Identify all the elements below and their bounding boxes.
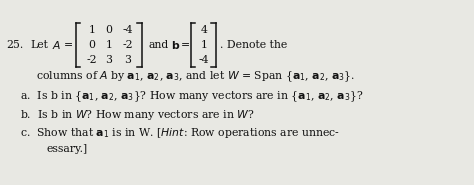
Text: -2: -2: [87, 55, 97, 65]
Text: 3: 3: [125, 55, 131, 65]
Text: 4: 4: [201, 25, 208, 35]
Text: -4: -4: [123, 25, 133, 35]
Text: 1: 1: [106, 40, 112, 50]
Text: columns of $A$ by $\mathbf{a}_1$, $\mathbf{a}_2$, $\mathbf{a}_3$, and let $W$ = : columns of $A$ by $\mathbf{a}_1$, $\math…: [36, 70, 355, 84]
Text: essary.]: essary.]: [47, 144, 88, 154]
Text: 1: 1: [89, 25, 95, 35]
Text: a.  Is b in {$\mathbf{a}_1$, $\mathbf{a}_2$, $\mathbf{a}_3$}? How many vectors a: a. Is b in {$\mathbf{a}_1$, $\mathbf{a}_…: [20, 90, 364, 104]
Text: c.  Show that $\mathbf{a}_1$ is in W. [$\mathit{Hint}$: Row operations are unnec: c. Show that $\mathbf{a}_1$ is in W. [$\…: [20, 126, 340, 140]
Text: 0: 0: [106, 25, 112, 35]
Text: b.  Is b in $W$? How many vectors are in $W$?: b. Is b in $W$? How many vectors are in …: [20, 108, 255, 122]
Text: $\mathbf{b}$: $\mathbf{b}$: [171, 39, 180, 51]
Text: and: and: [149, 40, 169, 50]
Text: 0: 0: [89, 40, 95, 50]
Text: -4: -4: [199, 55, 209, 65]
Text: 1: 1: [201, 40, 208, 50]
Text: =: =: [181, 40, 190, 50]
Text: Let: Let: [30, 40, 48, 50]
Text: $A$: $A$: [52, 39, 61, 51]
Text: 3: 3: [106, 55, 112, 65]
Text: 25.: 25.: [6, 40, 23, 50]
Text: -2: -2: [123, 40, 133, 50]
Text: . Denote the: . Denote the: [220, 40, 287, 50]
Text: =: =: [64, 40, 73, 50]
